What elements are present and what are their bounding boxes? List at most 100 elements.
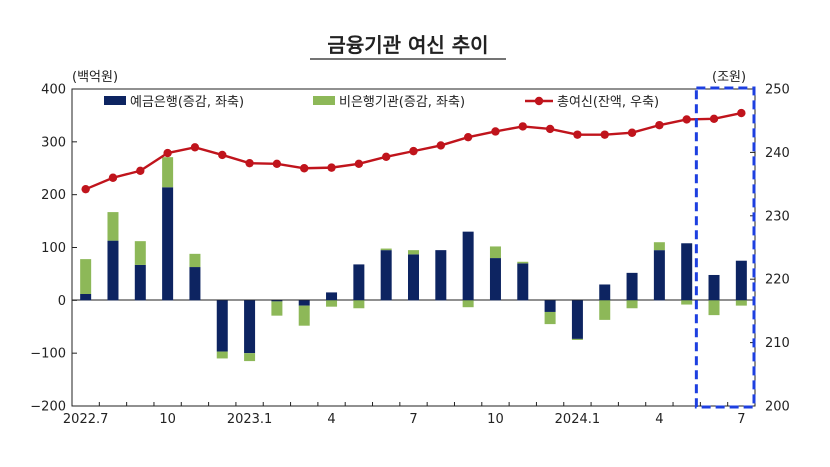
- bar-bank: [216, 300, 228, 352]
- line-point: [163, 148, 172, 158]
- legend-swatch: [104, 96, 126, 105]
- bar-nonbank: [189, 253, 201, 268]
- y-right-tick-label: 220: [765, 273, 790, 288]
- legend: 예금은행(증감, 좌축) 비은행기관(증감, 좌축) 총여신(잔액, 우축): [104, 94, 659, 110]
- line-point: [108, 173, 118, 182]
- bar-nonbank: [571, 338, 583, 340]
- x-tick-label: 7: [737, 412, 745, 427]
- bar-nonbank: [462, 300, 474, 308]
- bar-bank: [244, 300, 256, 354]
- y-right-tick-label: 250: [765, 83, 790, 98]
- bar-bank: [298, 300, 310, 306]
- line-point: [463, 132, 473, 142]
- bar-nonbank: [735, 300, 747, 306]
- bar-bank: [735, 260, 747, 301]
- y-left-tick-label: 0: [58, 294, 66, 309]
- y-right-tick-label: 200: [765, 400, 790, 415]
- y-left-unit: (백억원): [72, 70, 118, 85]
- bar-nonbank: [544, 311, 556, 325]
- bar-bank: [599, 284, 611, 301]
- bar-nonbank: [408, 250, 419, 255]
- bar-nonbank: [107, 212, 119, 241]
- line-point: [218, 150, 227, 160]
- x-tick-label: 10: [487, 412, 504, 427]
- y-left-tick-label: −200: [30, 400, 66, 415]
- legend-swatch: [313, 96, 335, 105]
- legend-label: 비은행기관(증감, 좌축): [339, 94, 465, 110]
- x-tick-label: 2024.1: [555, 412, 601, 427]
- legend-label: 예금은행(증감, 좌축): [130, 94, 244, 110]
- y-right-tick-label: 240: [765, 146, 790, 161]
- bar-bank: [271, 300, 283, 302]
- y-left-tick-label: 100: [41, 241, 66, 256]
- x-axis: 2022.7 10 2023.1 4 7 10 2024.1 4 7: [63, 402, 756, 427]
- bar-bank: [80, 293, 92, 301]
- bar-bank: [408, 254, 419, 301]
- line-point: [136, 166, 145, 175]
- bar-bank: [653, 250, 665, 301]
- chart-title: 금융기관 여신 추이: [327, 33, 488, 57]
- bar-bank: [435, 250, 447, 301]
- bar-nonbank: [271, 301, 283, 316]
- line-point: [272, 159, 282, 169]
- line-point: [627, 128, 637, 137]
- bar-nonbank: [134, 241, 146, 265]
- bar-bank: [708, 274, 720, 301]
- y-right-unit: (조원): [712, 70, 746, 85]
- line-point: [300, 164, 309, 173]
- bar-bank: [489, 258, 501, 301]
- line-point: [737, 108, 746, 118]
- bar-nonbank: [244, 353, 256, 362]
- line-point: [245, 158, 254, 168]
- line-point: [600, 130, 609, 139]
- line-point: [545, 124, 555, 134]
- highlight-box: [694, 86, 756, 409]
- bar-nonbank: [599, 300, 611, 320]
- y-left-axis: 400 300 200 100 0 −100 −200: [30, 83, 77, 415]
- x-tick-label: 4: [655, 412, 663, 427]
- bar-nonbank: [80, 259, 92, 294]
- line-point: [436, 141, 446, 150]
- bar-nonbank: [326, 300, 338, 307]
- bar-bank: [380, 250, 392, 301]
- y-left-tick-label: −100: [30, 347, 66, 362]
- bar-bank: [353, 264, 365, 301]
- y-right-tick-label: 230: [765, 209, 790, 224]
- y-right-tick-label: 210: [765, 336, 790, 351]
- line-point: [655, 120, 664, 130]
- line-series: [81, 108, 746, 194]
- y-right-axis: 250 240 230 220 210 200: [750, 83, 790, 415]
- bar-bank: [162, 187, 174, 301]
- bar-bank: [462, 231, 474, 301]
- bar-bank: [626, 272, 638, 301]
- bar-nonbank: [162, 157, 174, 188]
- x-tick-label: 4: [327, 412, 335, 427]
- y-left-tick-label: 400: [41, 83, 66, 98]
- x-tick-label: 2023.1: [227, 412, 273, 427]
- line-point: [354, 159, 364, 169]
- x-tick-label: 10: [159, 412, 176, 427]
- y-left-tick-label: 200: [41, 188, 66, 203]
- line-point: [491, 127, 500, 136]
- bar-nonbank: [216, 351, 228, 359]
- bar-nonbank: [626, 300, 638, 309]
- legend-label: 총여신(잔액, 우축): [557, 95, 659, 110]
- line-point: [381, 152, 391, 162]
- bars: [80, 157, 747, 362]
- bar-bank: [517, 263, 529, 301]
- bar-nonbank: [681, 300, 693, 305]
- bar-nonbank: [517, 261, 529, 264]
- line-point: [81, 184, 90, 194]
- line-point: [573, 130, 582, 139]
- bar-bank: [326, 292, 338, 301]
- bar-nonbank: [653, 242, 665, 251]
- bar-nonbank: [353, 300, 365, 309]
- bar-bank: [189, 267, 201, 301]
- bar-bank: [107, 240, 119, 301]
- plot-frame: [71, 88, 756, 407]
- bar-nonbank: [380, 248, 392, 251]
- bar-bank: [571, 300, 583, 339]
- bar-nonbank: [298, 305, 310, 326]
- highlight-rect: [694, 86, 756, 409]
